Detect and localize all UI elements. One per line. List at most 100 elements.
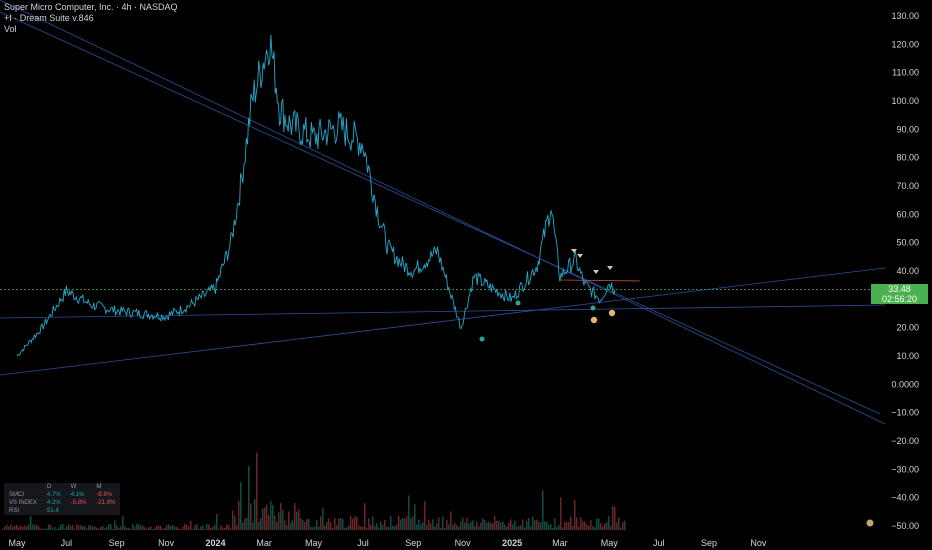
price-tag-value: 33.48: [888, 284, 911, 294]
y-tick-label: −40.00: [891, 493, 919, 503]
volume-bar: [444, 527, 446, 530]
volume-bar: [124, 526, 126, 530]
volume-bar: [20, 525, 22, 530]
stats-row-label: SMCI: [9, 492, 24, 498]
sell-signal-triangle: [593, 270, 599, 274]
indicator-label[interactable]: +I · Dream Suite v.846: [4, 13, 94, 23]
volume-bar: [494, 515, 496, 530]
y-tick-label: 130.00: [891, 11, 919, 21]
volume-bar: [526, 520, 528, 530]
volume-bar: [196, 524, 198, 530]
volume-bar: [482, 518, 484, 530]
volume-bar: [344, 527, 346, 530]
buy-signal-dot: [590, 305, 596, 311]
volume-bar: [502, 521, 504, 530]
volume-bar: [458, 526, 460, 530]
symbol-title[interactable]: Super Micro Computer, Inc. · 4h · NASDAQ: [4, 2, 178, 12]
volume-bar: [184, 524, 186, 530]
volume-bar: [438, 517, 440, 530]
volume-bar: [520, 525, 522, 530]
volume-bar: [406, 516, 408, 530]
volume-bar: [136, 523, 138, 530]
volume-bar: [472, 520, 474, 530]
volume-bar: [616, 522, 618, 530]
stats-cell: 4.7%: [47, 492, 61, 498]
volume-bar: [94, 526, 96, 530]
volume-bar: [464, 522, 466, 530]
volume-bar: [540, 522, 542, 530]
volume-bar: [312, 527, 314, 530]
volume-bar: [242, 522, 244, 530]
price-tag: 33.48 02:56:20: [871, 284, 928, 304]
stats-cell: 4.1%: [70, 492, 85, 498]
volume-bar: [106, 526, 108, 530]
volume-bar: [334, 518, 336, 530]
volume-bar: [436, 523, 438, 530]
volume-bar: [54, 527, 56, 530]
emoji-marker: [590, 316, 598, 324]
volume-bar: [500, 522, 502, 530]
volume-bar: [532, 516, 534, 530]
volume-bar: [40, 528, 42, 530]
volume-bar: [34, 524, 36, 530]
volume-bar: [60, 524, 62, 530]
volume-bar: [24, 525, 26, 530]
x-tick-label: Sep: [405, 538, 421, 548]
volume-bar: [310, 526, 312, 530]
volume-bar: [574, 500, 576, 530]
volume-bar: [166, 525, 168, 530]
volume-bar: [216, 513, 218, 530]
volume-bar: [270, 500, 272, 530]
volume-bar: [44, 529, 46, 530]
x-tick-label: May: [9, 538, 27, 548]
volume-bar: [246, 517, 248, 530]
volume-bar: [74, 528, 76, 530]
volume-bar: [342, 518, 344, 530]
volume-bar: [332, 527, 334, 530]
volume-bar: [160, 525, 162, 530]
volume-bar: [396, 524, 398, 530]
volume-bar: [254, 498, 256, 530]
y-axis[interactable]: 130.00 120.00 110.00 100.00 90.00 80.00 70.00 6…: [891, 11, 919, 531]
volume-bar: [572, 525, 574, 530]
volume-bar: [158, 525, 160, 530]
volume-bar: [322, 507, 324, 530]
volume-bar: [220, 525, 222, 530]
volume-bar: [14, 525, 16, 530]
volume-bar: [426, 524, 428, 530]
volume-bar: [306, 519, 308, 530]
volume-bar: [100, 526, 102, 530]
volume-bar: [556, 527, 558, 530]
volume-bar: [340, 518, 342, 530]
volume-bar: [6, 524, 8, 530]
x-axis[interactable]: May Jul Sep Nov 2024 Mar May Jul Sep Nov 2025 Mar Ma…: [9, 538, 767, 548]
volume-bar: [358, 525, 360, 530]
volume-bar: [576, 517, 578, 530]
y-tick-label: 10.00: [896, 351, 919, 361]
volume-bar: [412, 516, 414, 530]
trendline: [0, 267, 886, 376]
volume-bar: [430, 523, 432, 530]
sell-signal-triangle: [571, 249, 577, 253]
volume-bar: [32, 524, 34, 530]
volume-bar: [338, 518, 340, 530]
y-tick-label: 100.00: [891, 96, 919, 106]
volume-bar: [18, 527, 20, 530]
volume-bar: [398, 515, 400, 530]
volume-bar: [394, 526, 396, 530]
volume-bar: [152, 529, 154, 530]
stats-header-m: M: [96, 484, 102, 490]
stats-cell: -8.8%: [96, 492, 113, 498]
volume-bar: [58, 527, 60, 530]
volume-bar: [138, 524, 140, 530]
volume-bar: [218, 528, 220, 530]
price-line: [16, 34, 616, 357]
volume-bar: [578, 526, 580, 530]
volume-bar: [618, 517, 620, 530]
volume-bar: [284, 520, 286, 530]
volume-label[interactable]: Vol: [4, 24, 17, 34]
y-tick-label: −10.00: [891, 408, 919, 418]
volume-bar: [374, 526, 376, 530]
volume-bar: [260, 518, 262, 530]
